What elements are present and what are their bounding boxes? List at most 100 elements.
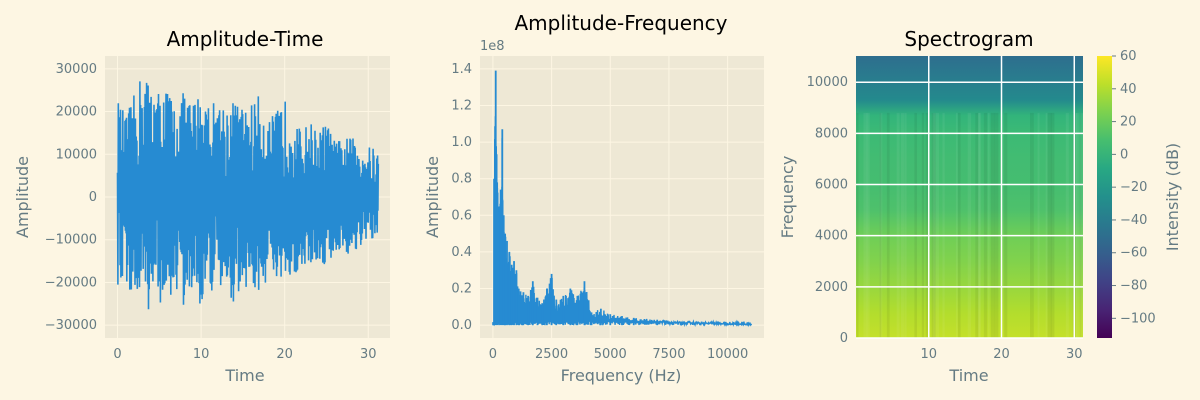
- y-tick-label: 0: [840, 331, 848, 346]
- y-axis-label: Frequency: [778, 156, 797, 239]
- texture-stripe: [1030, 112, 1034, 339]
- texture-stripe: [983, 112, 988, 339]
- tick-labels: 0 2500 5000 7500 10000 0.0 0.2 0.4 0.6 0.8 1.0 1.2 1…: [451, 62, 748, 362]
- chart-title: Amplitude-Frequency: [514, 11, 727, 35]
- x-tick-label: 10: [193, 347, 210, 362]
- plot-area: [480, 56, 764, 338]
- texture-stripe: [921, 112, 925, 339]
- spectrogram-image: [856, 56, 1083, 338]
- texture-stripe: [987, 112, 990, 339]
- x-tick-label: 7500: [652, 347, 685, 362]
- texture-stripe: [900, 112, 904, 339]
- colorbar: [1097, 56, 1112, 338]
- texture-stripe: [1080, 112, 1082, 339]
- y-tick-label: 0.0: [451, 318, 472, 333]
- spectrogram-chart: 10 20 30 0 2000 4000 6000 8000 10000 Spectrogram…: [778, 27, 1182, 385]
- y-tick-label: 1.4: [451, 62, 472, 77]
- texture-stripe: [904, 112, 907, 339]
- y-tick-label: 2000: [815, 280, 848, 295]
- y-axis-label: Amplitude: [13, 156, 32, 238]
- texture-stripe: [942, 112, 945, 339]
- y-tick-label: −10000: [45, 233, 97, 248]
- data-series: [116, 81, 380, 310]
- texture-stripe: [879, 112, 882, 339]
- texture-stripe: [1004, 112, 1008, 339]
- colorbar-tick-label: 60: [1120, 49, 1137, 64]
- texture-stripe: [1050, 112, 1055, 339]
- texture-stripe: [955, 112, 958, 339]
- x-tick-label: 10: [920, 347, 937, 362]
- y-offset-text: 1e8: [480, 39, 505, 54]
- texture-stripe: [1073, 112, 1078, 339]
- y-tick-label: −20000: [45, 275, 97, 290]
- x-tick-label: 20: [993, 347, 1010, 362]
- y-tick-label: 0.2: [451, 282, 472, 297]
- x-tick-label: 10000: [707, 347, 748, 362]
- y-tick-label: 1.0: [451, 135, 472, 150]
- texture-stripe: [914, 112, 917, 339]
- texture-stripe: [856, 112, 859, 339]
- tick-labels: 10 20 30 0 2000 4000 6000 8000 10000: [807, 75, 1083, 362]
- texture-stripe: [978, 112, 980, 339]
- colorbar-tick-label: −100: [1120, 311, 1156, 326]
- texture-stripe: [925, 112, 929, 339]
- y-tick-label: 20000: [56, 105, 97, 120]
- y-tick-label: 10000: [807, 75, 848, 90]
- texture-stripe: [936, 112, 939, 339]
- texture-stripe: [1075, 112, 1079, 339]
- colorbar-tick-label: −80: [1120, 279, 1147, 294]
- texture-stripe: [1047, 112, 1052, 339]
- texture-stripe: [896, 112, 900, 339]
- colorbar-tick-label: 20: [1120, 115, 1137, 130]
- colorbar-tick-label: 40: [1120, 82, 1137, 97]
- x-axis-label: Time: [948, 366, 988, 385]
- chart-title: Spectrogram: [904, 27, 1033, 51]
- y-tick-label: 0.6: [451, 208, 472, 223]
- texture-stripe: [958, 112, 961, 339]
- texture-stripe: [967, 112, 972, 339]
- x-tick-label: 0: [489, 347, 497, 362]
- texture-stripe: [886, 112, 890, 339]
- colorbar-tick-labels: 60 40 20 0 −20 −40 −60 −80 −100: [1112, 49, 1156, 326]
- grid: [856, 56, 1083, 339]
- x-tick-label: 20: [276, 347, 293, 362]
- colorbar-tick-label: −20: [1120, 180, 1147, 195]
- y-tick-label: 8000: [815, 126, 848, 141]
- x-tick-label: 5000: [594, 347, 627, 362]
- colorbar-tick-label: −60: [1120, 246, 1147, 261]
- texture-stripe: [863, 112, 868, 339]
- x-tick-label: 0: [113, 347, 121, 362]
- texture-stripe: [879, 112, 883, 339]
- texture-stripe: [932, 112, 935, 339]
- texture-stripe: [994, 112, 999, 339]
- x-axis-label: Time: [224, 366, 264, 385]
- y-tick-label: 30000: [56, 62, 97, 77]
- colorbar-tick-label: −40: [1120, 213, 1147, 228]
- texture-stripe: [975, 112, 979, 339]
- colorbar-tick-label: 0: [1120, 147, 1128, 162]
- texture-stripe: [866, 112, 870, 339]
- x-tick-label: 30: [1066, 347, 1083, 362]
- y-tick-label: 0.8: [451, 172, 472, 187]
- texture-stripe: [934, 112, 937, 339]
- texture-stripe: [1037, 112, 1040, 339]
- texture-stripe: [1045, 112, 1048, 339]
- texture-stripe: [931, 112, 934, 339]
- x-tick-label: 30: [360, 347, 377, 362]
- texture-stripe: [990, 112, 995, 339]
- chart-title: Amplitude-Time: [167, 27, 324, 51]
- y-tick-label: 0.4: [451, 245, 472, 260]
- amplitude-time-chart: 0 10 20 30 −30000 −20000 −10000 0 10000 20000 3000…: [13, 27, 390, 385]
- y-tick-label: 0: [89, 190, 97, 205]
- y-tick-label: −30000: [45, 318, 97, 333]
- y-axis-label: Amplitude: [423, 156, 442, 238]
- waveform-line: [116, 81, 380, 310]
- texture-stripe: [934, 112, 936, 339]
- texture-stripe: [1079, 112, 1084, 339]
- y-tick-label: 4000: [815, 229, 848, 244]
- y-tick-label: 1.2: [451, 98, 472, 113]
- colorbar-label: Intensity (dB): [1163, 143, 1182, 251]
- texture-stripe: [978, 112, 982, 339]
- y-tick-label: 10000: [56, 147, 97, 162]
